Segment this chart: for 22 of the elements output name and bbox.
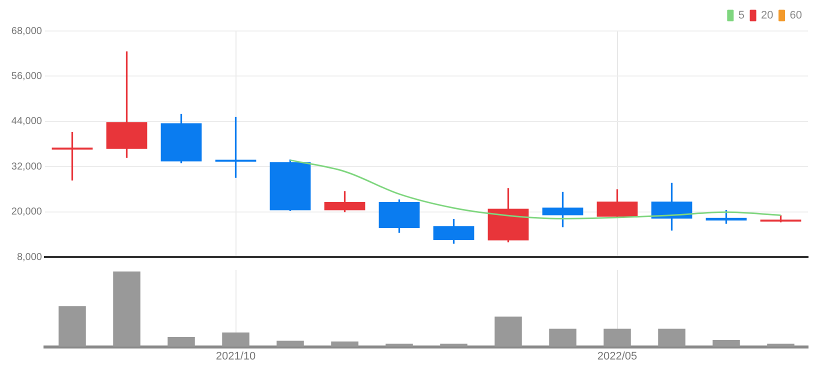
bar [276,340,304,347]
bar [549,328,576,347]
legend-label: 60 [790,10,802,22]
bar [222,332,250,347]
bar [331,342,358,347]
bar [58,306,86,347]
x-tick-label: 2022/05 [597,350,638,362]
bar [494,316,522,347]
x-tick-label: 2021/10 [216,350,256,362]
legend-label: 20 [761,10,774,22]
y-tick-label: 44,000 [11,116,42,128]
bar [113,272,140,347]
bar [604,328,631,347]
bar [168,337,195,347]
bar [712,340,740,347]
legend-label: 5 [738,10,745,22]
y-tick-label: 56,000 [11,70,42,82]
y-tick-label: 68,000 [11,26,42,37]
y-tick-label: 20,000 [11,206,42,218]
bar [658,328,686,347]
y-tick-label: 32,000 [11,161,42,172]
y-tick-label: 8,000 [16,252,42,263]
